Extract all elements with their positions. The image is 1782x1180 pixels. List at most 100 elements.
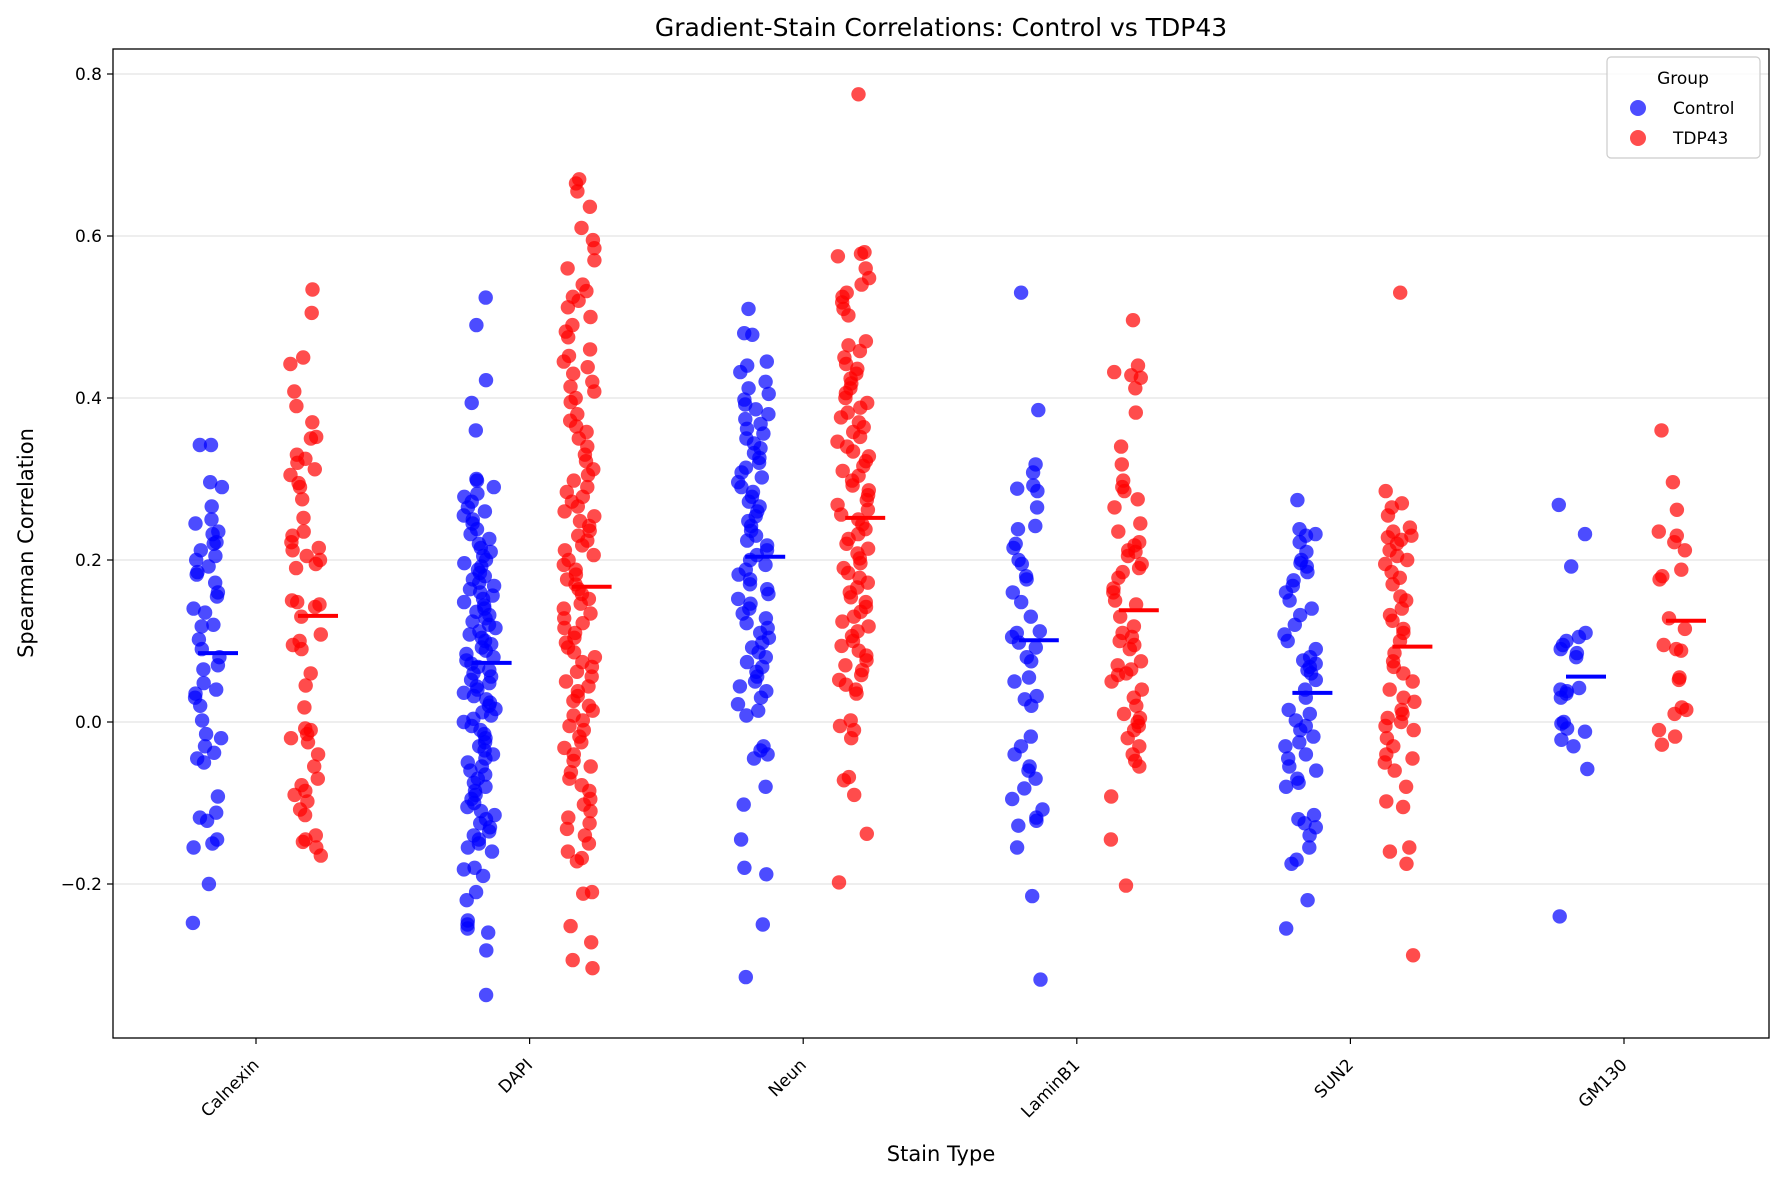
data-point [566, 753, 581, 769]
data-point [859, 826, 874, 841]
y-tick-label: −0.2 [61, 875, 102, 895]
data-point [758, 374, 773, 389]
data-point [313, 627, 328, 642]
data-point [1104, 674, 1119, 689]
data-point [186, 601, 201, 616]
data-point [294, 641, 309, 657]
data-point [566, 366, 581, 381]
data-point [1113, 609, 1128, 624]
data-point [1279, 921, 1294, 936]
data-point [486, 479, 501, 495]
data-point [834, 507, 849, 522]
data-point [1023, 654, 1039, 669]
data-point [733, 832, 749, 847]
data-point [557, 620, 572, 636]
data-point [462, 627, 477, 642]
data-point [1677, 543, 1693, 558]
data-point [841, 565, 856, 581]
data-point [1290, 492, 1305, 508]
data-point [731, 591, 746, 607]
data-point [741, 381, 756, 396]
data-point [210, 658, 226, 673]
data-point [483, 708, 499, 723]
data-point [582, 199, 598, 214]
data-point [475, 868, 491, 884]
data-point [1554, 732, 1569, 747]
data-point [570, 499, 585, 514]
data-point [1133, 654, 1149, 669]
data-point [460, 799, 475, 815]
data-point [288, 560, 304, 576]
legend-marker-control [1630, 100, 1646, 116]
data-point [852, 343, 868, 359]
x-axis-title: Stain Type [887, 1142, 996, 1166]
data-point [580, 360, 595, 375]
data-point [582, 342, 598, 357]
data-points [185, 87, 1694, 1003]
data-point [478, 290, 493, 305]
data-point [739, 616, 754, 631]
data-point [1028, 640, 1044, 655]
data-point [460, 921, 475, 936]
data-point [569, 854, 585, 869]
data-point [834, 638, 849, 654]
chart-title: Gradient-Stain Correlations: Control vs … [655, 13, 1227, 42]
data-point [574, 220, 589, 236]
data-point [852, 429, 868, 445]
data-point [849, 686, 864, 701]
data-point [1133, 516, 1148, 531]
data-point [1378, 483, 1393, 499]
legend-label-control: Control [1673, 99, 1734, 119]
data-point [836, 773, 852, 788]
data-point [1010, 481, 1025, 496]
data-point [1304, 601, 1319, 616]
data-point [1125, 313, 1141, 328]
data-point [1669, 502, 1685, 517]
data-point [1293, 722, 1308, 738]
data-point [1551, 497, 1567, 513]
data-point [197, 605, 213, 620]
data-point [311, 540, 326, 556]
data-point [464, 395, 479, 411]
data-point [185, 915, 201, 931]
data-point [1291, 775, 1306, 790]
data-point [583, 606, 598, 621]
legend-box [1606, 56, 1761, 159]
data-point [1025, 888, 1040, 904]
data-point [283, 731, 299, 746]
data-point [1130, 492, 1145, 507]
data-point [581, 836, 597, 851]
data-point [297, 807, 313, 823]
data-point [731, 567, 746, 582]
data-point [287, 384, 302, 399]
y-tick-label: 0.8 [75, 65, 102, 85]
data-point [586, 547, 601, 563]
y-axis-title: Spearman Correlation [14, 428, 38, 658]
data-point [831, 875, 847, 890]
data-point [1029, 813, 1044, 828]
data-point [313, 848, 328, 863]
data-point [1019, 572, 1034, 587]
data-point [737, 860, 752, 875]
data-point [1667, 706, 1682, 722]
data-point [1665, 475, 1681, 490]
data-point [287, 787, 302, 803]
data-point [296, 510, 311, 526]
data-point [1120, 548, 1136, 564]
data-point [1569, 650, 1584, 665]
data-point [562, 771, 577, 786]
data-point [1282, 759, 1297, 774]
data-point [563, 394, 578, 410]
data-point [298, 678, 313, 693]
data-point [571, 293, 586, 308]
data-point [1396, 690, 1411, 705]
y-tick-label: 0.6 [75, 227, 102, 247]
data-point [199, 813, 215, 828]
data-point [575, 538, 590, 553]
data-point [835, 614, 850, 629]
data-point [482, 675, 497, 691]
data-point [1013, 285, 1029, 300]
data-point [1382, 682, 1397, 697]
mean-markers [198, 515, 1706, 695]
data-point [841, 338, 856, 353]
